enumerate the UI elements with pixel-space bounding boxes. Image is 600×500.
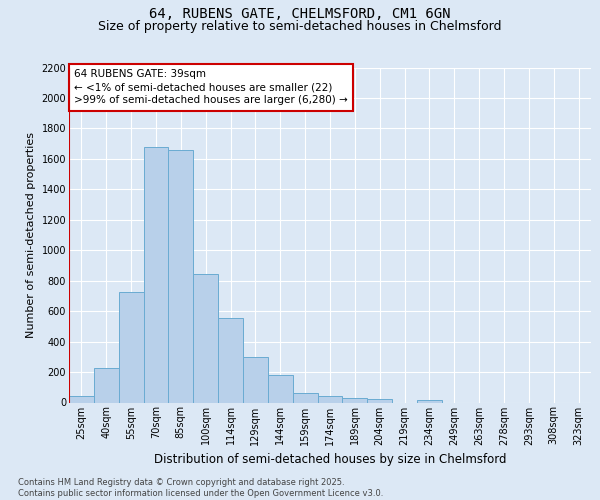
Bar bbox=[94, 368, 119, 402]
Bar bbox=[417, 400, 442, 402]
Text: Contains HM Land Registry data © Crown copyright and database right 2025.
Contai: Contains HM Land Registry data © Crown c… bbox=[18, 478, 383, 498]
Bar bbox=[143, 148, 169, 402]
Bar bbox=[69, 396, 94, 402]
Bar bbox=[343, 398, 367, 402]
Bar bbox=[218, 318, 243, 402]
Text: 64, RUBENS GATE, CHELMSFORD, CM1 6GN: 64, RUBENS GATE, CHELMSFORD, CM1 6GN bbox=[149, 8, 451, 22]
Bar bbox=[367, 400, 392, 402]
Bar bbox=[169, 150, 193, 402]
Bar bbox=[243, 357, 268, 403]
Bar bbox=[193, 274, 218, 402]
Bar bbox=[317, 396, 343, 402]
Bar bbox=[293, 392, 317, 402]
Bar bbox=[119, 292, 143, 403]
Text: 64 RUBENS GATE: 39sqm
← <1% of semi-detached houses are smaller (22)
>99% of sem: 64 RUBENS GATE: 39sqm ← <1% of semi-deta… bbox=[74, 69, 348, 106]
X-axis label: Distribution of semi-detached houses by size in Chelmsford: Distribution of semi-detached houses by … bbox=[154, 453, 506, 466]
Y-axis label: Number of semi-detached properties: Number of semi-detached properties bbox=[26, 132, 36, 338]
Bar bbox=[268, 375, 293, 402]
Text: Size of property relative to semi-detached houses in Chelmsford: Size of property relative to semi-detach… bbox=[98, 20, 502, 33]
